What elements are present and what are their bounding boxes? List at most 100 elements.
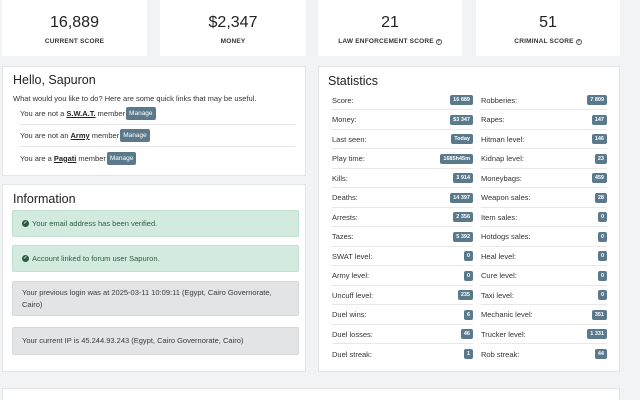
stat-value-badge: 1 331 xyxy=(587,329,607,339)
previous-login-alert: Your previous login was at 2025-03-11 10… xyxy=(12,281,299,316)
stat-label: Rob streak: xyxy=(481,349,520,359)
stat-row: Arrests: 2 356 xyxy=(332,208,473,227)
stat-row: Kidnap level: 23 xyxy=(481,150,607,169)
pagati-membership-row: You are a Pagati member Manage xyxy=(20,147,295,169)
stat-label: Duel streak: xyxy=(332,349,373,359)
stat-label: Tazes: xyxy=(332,232,354,241)
stat-label: Kidnap level: xyxy=(481,154,524,163)
stat-value-badge: 23 xyxy=(594,153,607,164)
stat-label: Rapes: xyxy=(481,115,505,124)
statistics-title: Statistics xyxy=(328,74,379,88)
stat-row: SWAT level: 0 xyxy=(332,247,473,266)
stat-row: Uncuff level: 235 xyxy=(332,286,473,305)
check-circle-icon: ✓ xyxy=(22,255,29,262)
help-icon[interactable]: ? xyxy=(575,38,582,45)
manage-pagati-button[interactable]: Manage xyxy=(106,151,137,165)
army-membership-row: You are not an Army member Manage xyxy=(20,125,295,147)
stat-value-badge: 2 356 xyxy=(453,212,473,222)
stat-row: Duel losses: 46 xyxy=(332,325,473,344)
stat-label: Hitman level: xyxy=(481,134,525,144)
stat-label: Duel losses: xyxy=(332,329,373,339)
stat-value-badge: $3 347 xyxy=(450,114,473,125)
swat-link[interactable]: S.W.A.T. xyxy=(66,109,96,118)
stat-value-badge: 1685h45m xyxy=(440,153,473,164)
stat-row: Hotdogs sales: 0 xyxy=(481,228,607,247)
stat-value-badge: 14 397 xyxy=(450,192,473,203)
stat-value-badge: 16 889 xyxy=(450,95,473,105)
stat-value-badge: 7 809 xyxy=(587,95,607,105)
law-enforcement-score-card: 21 LAW ENFORCEMENT SCORE? xyxy=(318,0,462,56)
information-panel: Information ✓ Your email address has bee… xyxy=(2,184,306,372)
stat-label: Heal level: xyxy=(481,251,517,261)
criminal-score-card: 51 CRIMINAL SCORE? xyxy=(476,0,620,56)
stat-label: Cure level: xyxy=(481,271,517,280)
stat-value-badge: 235 xyxy=(457,290,473,300)
stat-row: Duel streak: 1 xyxy=(332,345,473,364)
stat-row: Deaths: 14 397 xyxy=(332,189,473,208)
manage-swat-button[interactable]: Manage xyxy=(126,107,156,120)
bottom-panel xyxy=(2,388,620,400)
help-icon[interactable]: ? xyxy=(435,38,442,45)
stat-value-badge: 0 xyxy=(463,251,473,261)
money-label: MONEY xyxy=(220,38,246,45)
information-title: Information xyxy=(13,192,76,206)
current-score-value: 16,889 xyxy=(50,14,99,31)
stat-row: Tazes: 5 392 xyxy=(332,228,473,247)
stat-value-badge: 28 xyxy=(594,192,607,203)
hello-panel: Hello, Sapuron What would you like to do… xyxy=(2,66,306,176)
stat-row: Rob streak: 44 xyxy=(481,345,607,364)
stat-label: Deaths: xyxy=(332,193,358,202)
stat-label: Last seen: xyxy=(332,134,367,144)
swat-membership-row: You are not a S.W.A.T. member Manage xyxy=(20,103,295,125)
pagati-link[interactable]: Pagati xyxy=(53,153,77,163)
current-score-card: 16,889 CURRENT SCORE xyxy=(2,0,147,56)
stat-row: Last seen: Today xyxy=(332,130,473,149)
stat-row: Play time: 1685h45m xyxy=(332,150,473,169)
stat-row: Hitman level: 146 xyxy=(481,130,607,149)
stat-label: Item sales: xyxy=(481,212,518,222)
hello-subtitle: What would you like to do? Here are some… xyxy=(13,94,257,103)
stat-row: Heal level: 0 xyxy=(481,247,607,266)
stat-value-badge: 147 xyxy=(591,114,607,125)
stat-row: Army level: 0 xyxy=(332,267,473,286)
forum-linked-alert: ✓ Account linked to forum user Sapuron. xyxy=(12,245,299,272)
army-link[interactable]: Army xyxy=(70,131,90,140)
stat-label: Mechanic level: xyxy=(481,310,533,319)
stat-row: Mechanic level: 351 xyxy=(481,306,607,325)
stat-row: Score: 16 889 xyxy=(332,91,473,110)
stat-label: Money: xyxy=(332,115,357,124)
law-enforcement-score-label: LAW ENFORCEMENT SCORE xyxy=(338,38,434,45)
stat-label: Arrests: xyxy=(332,212,358,222)
stat-value-badge: 0 xyxy=(463,270,473,281)
stat-label: Score: xyxy=(332,95,354,105)
manage-army-button[interactable]: Manage xyxy=(120,129,150,142)
stat-label: Weapon sales: xyxy=(481,193,531,202)
stat-row: Weapon sales: 28 xyxy=(481,189,607,208)
stat-row: Duel wins: 6 xyxy=(332,306,473,325)
stat-value-badge: 1 xyxy=(463,349,473,359)
law-enforcement-score-value: 21 xyxy=(381,14,399,31)
stat-label: Play time: xyxy=(332,154,365,163)
stat-value-badge: 0 xyxy=(597,212,607,222)
stat-value-badge: 351 xyxy=(591,309,607,320)
stat-row: Cure level: 0 xyxy=(481,267,607,286)
stat-label: Uncuff level: xyxy=(332,290,374,300)
stat-label: Trucker level: xyxy=(481,329,526,339)
stat-value-badge: 146 xyxy=(591,134,607,144)
stat-label: Hotdogs sales: xyxy=(481,232,531,241)
stat-value-badge: 0 xyxy=(597,270,607,281)
current-ip-alert: Your current IP is 45.244.93.243 (Egypt,… xyxy=(12,327,299,355)
stat-label: Moneybags: xyxy=(481,173,522,183)
stat-value-badge: 459 xyxy=(591,173,607,183)
stat-row: Money: $3 347 xyxy=(332,111,473,130)
stat-value-badge: 0 xyxy=(597,290,607,300)
stat-row: Moneybags: 459 xyxy=(481,169,607,188)
criminal-score-label: CRIMINAL SCORE xyxy=(514,38,574,45)
money-value: $2,347 xyxy=(208,14,258,31)
stat-value-badge: 44 xyxy=(594,349,607,359)
stat-value-badge: 0 xyxy=(597,231,607,242)
stat-value-badge: Today xyxy=(451,134,473,144)
stat-row: Robberies: 7 809 xyxy=(481,91,607,110)
stat-value-badge: 6 xyxy=(463,309,473,320)
stat-label: SWAT level: xyxy=(332,251,373,261)
